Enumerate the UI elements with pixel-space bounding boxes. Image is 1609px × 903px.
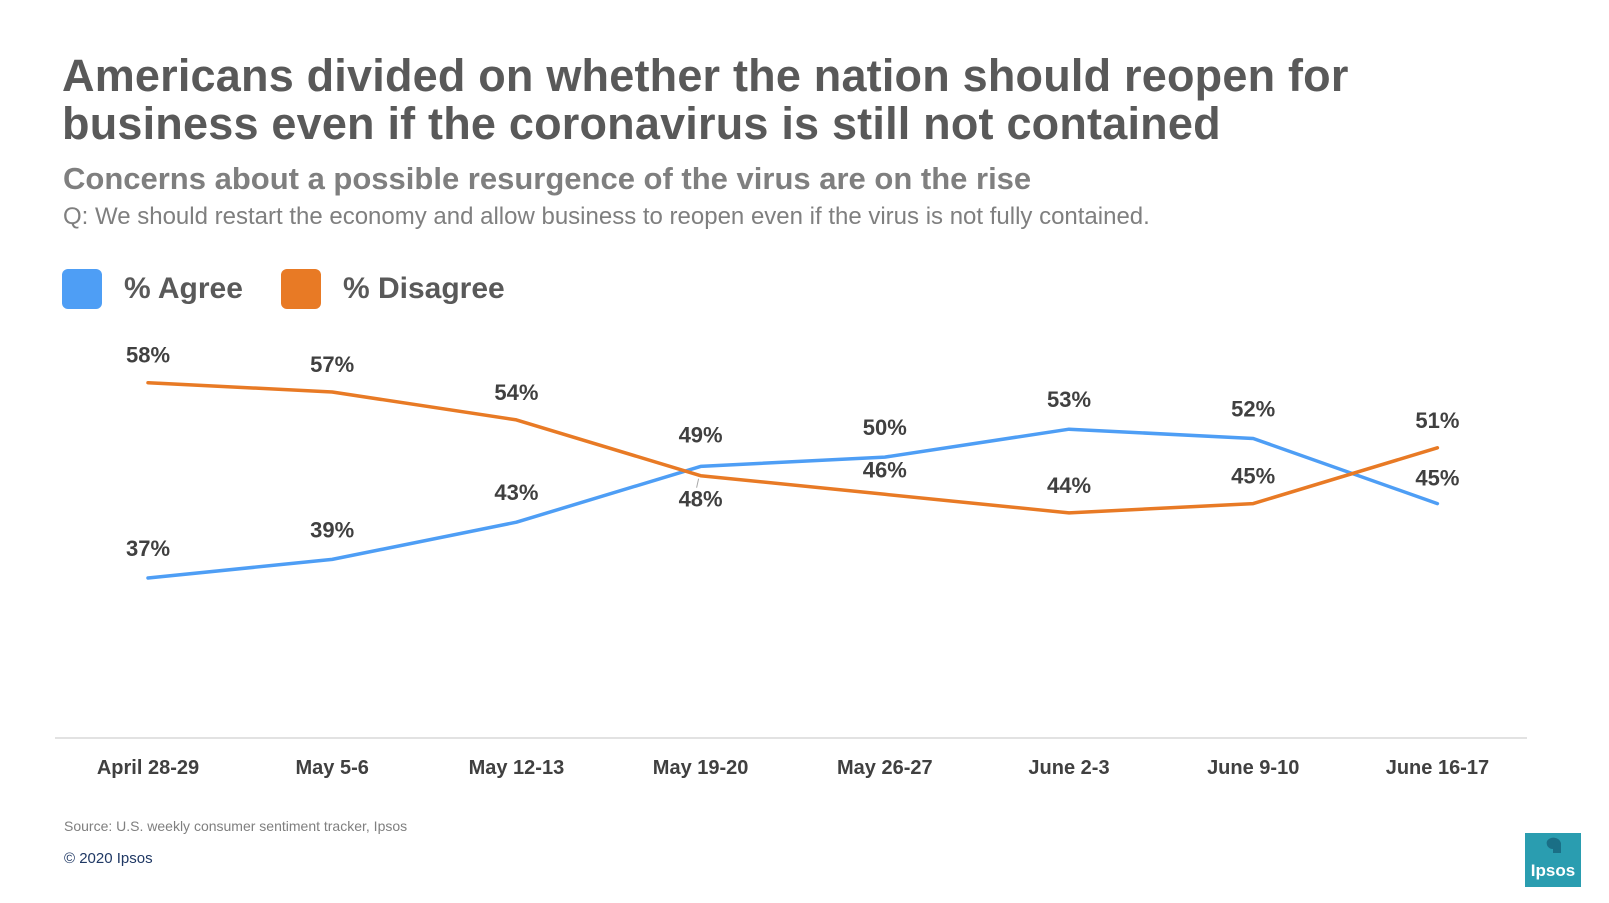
- copyright-note: © 2020 Ipsos: [64, 850, 153, 867]
- x-tick-label: May 12-13: [469, 757, 565, 779]
- data-label-agree: 52%: [1231, 397, 1275, 422]
- chart-legend: % Agree % Disagree: [62, 269, 543, 309]
- legend-item-disagree: % Disagree: [280, 269, 505, 309]
- data-label-agree: 49%: [679, 422, 723, 447]
- title-line-2: business even if the coronavirus is stil…: [62, 98, 1221, 149]
- chart-subtitle: Concerns about a possible resurgence of …: [63, 161, 1032, 196]
- x-tick-label: June 16-17: [1386, 757, 1489, 779]
- legend-item-agree: % Agree: [62, 269, 243, 309]
- x-tick-label: May 26-27: [837, 757, 933, 779]
- x-tick-label: May 19-20: [653, 757, 749, 779]
- legend-swatch-agree: [62, 269, 102, 309]
- series-line-agree: [146, 427, 1440, 580]
- data-label-agree: 45%: [1415, 466, 1459, 491]
- source-note: Source: U.S. weekly consumer sentiment t…: [64, 818, 408, 834]
- data-label-agree: 50%: [863, 415, 907, 440]
- title-line-1: Americans divided on whether the nation …: [62, 50, 1349, 101]
- data-label-disagree: 54%: [494, 380, 538, 405]
- survey-question: Q: We should restart the economy and all…: [63, 203, 1150, 230]
- legend-label-disagree: % Disagree: [342, 272, 505, 305]
- data-label-disagree: 51%: [1415, 408, 1459, 433]
- label-leader-line: [696, 478, 700, 488]
- legend-label-agree: % Agree: [124, 272, 243, 305]
- data-label-disagree: 46%: [863, 457, 907, 482]
- data-label-disagree: 44%: [1047, 473, 1091, 498]
- series-line-disagree: [146, 380, 1440, 515]
- logo-text: Ipsos: [1530, 861, 1576, 880]
- x-tick-label: April 28-29: [97, 757, 199, 779]
- data-label-agree: 53%: [1047, 387, 1091, 412]
- data-label-disagree: 48%: [679, 487, 723, 512]
- data-label-agree: 43%: [494, 480, 538, 505]
- x-tick-label: June 2-3: [1028, 757, 1109, 779]
- ipsos-logo: Ipsos: [1525, 833, 1581, 887]
- x-tick-label: June 9-10: [1207, 757, 1299, 779]
- chart-title: Americans divided on whether the nation …: [62, 52, 1562, 148]
- logo-head-icon: [1546, 837, 1561, 853]
- legend-swatch-disagree: [280, 269, 321, 309]
- data-label-disagree: 58%: [126, 343, 170, 368]
- data-label-agree: 39%: [310, 517, 354, 542]
- data-label-disagree: 57%: [310, 352, 354, 377]
- data-label-disagree: 45%: [1231, 464, 1275, 489]
- data-label-agree: 37%: [126, 536, 170, 561]
- x-tick-label: May 5-6: [296, 757, 369, 779]
